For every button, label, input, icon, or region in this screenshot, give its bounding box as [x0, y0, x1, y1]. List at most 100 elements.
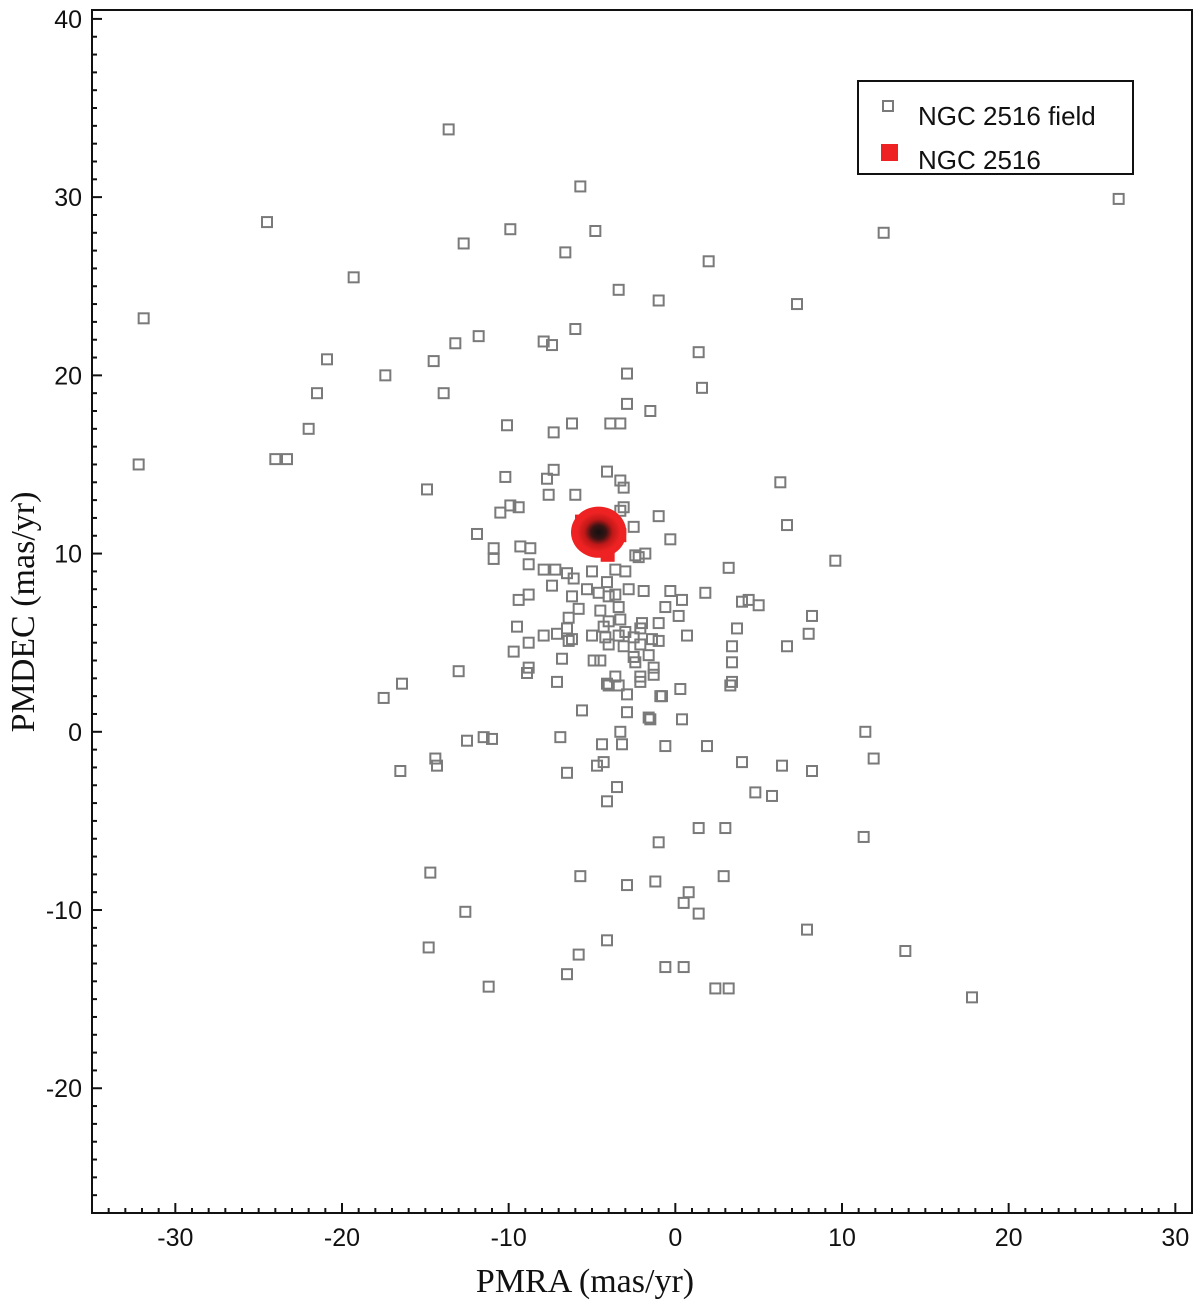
field-point [806, 765, 818, 778]
field-point [656, 690, 668, 703]
field-point [726, 675, 738, 688]
field-point [522, 558, 535, 571]
field-point [589, 224, 602, 237]
field-point [621, 688, 633, 701]
field-point [652, 836, 665, 849]
field-point [867, 752, 880, 765]
field-point [622, 583, 635, 596]
field-point [547, 463, 560, 476]
field-point [452, 665, 465, 678]
field-point [602, 679, 615, 692]
field-point [602, 638, 615, 651]
cluster-series [571, 506, 627, 562]
field-point [612, 601, 625, 614]
field-point [702, 255, 715, 268]
field-point [567, 572, 580, 585]
y-tick-label: 20 [54, 362, 82, 390]
field-point [719, 822, 732, 835]
field-point [499, 470, 512, 483]
field-point [542, 488, 555, 501]
field-point [311, 387, 323, 400]
field-point [806, 609, 818, 622]
y-axis-ticks: -20 -10 0 10 20 30 40 [46, 6, 102, 1214]
field-point [601, 795, 613, 808]
field-point [726, 656, 738, 669]
field-point [692, 907, 705, 920]
field-point [621, 397, 633, 410]
field-point [736, 756, 748, 769]
field-point [521, 666, 533, 679]
field-point [621, 706, 633, 719]
field-point [572, 602, 585, 615]
x-tick-label: 20 [995, 1224, 1023, 1252]
field-point [616, 738, 628, 751]
field-point [601, 677, 613, 690]
field-point [614, 504, 627, 517]
field-point [601, 576, 613, 589]
field-point [574, 870, 587, 883]
field-point [676, 593, 688, 606]
y-tick-label: 40 [54, 6, 82, 34]
y-tick-label: 10 [54, 541, 82, 569]
field-point [547, 426, 560, 439]
field-point [512, 593, 525, 606]
field-point [302, 422, 315, 435]
field-point [482, 980, 495, 993]
field-point [647, 668, 660, 681]
x-tick-label: -30 [157, 1224, 193, 1252]
field-point [601, 934, 613, 947]
field-point [537, 563, 550, 576]
field-point [619, 565, 632, 578]
field-point [504, 223, 517, 236]
field-point [602, 590, 615, 603]
field-point [561, 968, 573, 981]
field-point [829, 554, 842, 567]
plot-area [91, 9, 1193, 1214]
field-point [726, 640, 738, 653]
field-point [507, 645, 520, 658]
field-point [646, 633, 658, 646]
field-point [396, 677, 408, 690]
field-point [632, 551, 645, 564]
y-tick-label: 0 [68, 719, 82, 747]
field-point [639, 547, 652, 560]
field-point [774, 476, 787, 489]
y-tick-label: -10 [46, 897, 82, 925]
field-point [394, 765, 407, 778]
field-point [587, 654, 600, 667]
field-point [614, 725, 627, 738]
field-point [699, 586, 712, 599]
field-point [551, 627, 563, 640]
field-point [569, 488, 582, 501]
field-point [569, 323, 582, 336]
field-point [766, 789, 778, 802]
field-point [512, 501, 525, 514]
field-point [899, 945, 912, 958]
field-point [609, 670, 622, 683]
legend: NGC 2516 field NGC 2516 [857, 80, 1134, 175]
field-point [511, 620, 523, 633]
field-point [614, 474, 627, 487]
field-point [477, 731, 490, 744]
field-point [556, 652, 568, 665]
field-point [614, 417, 627, 430]
field-point [857, 830, 870, 843]
field-point [659, 740, 672, 753]
field-point [781, 519, 793, 532]
field-point [566, 633, 578, 646]
field-point [652, 294, 665, 307]
field-point [659, 601, 672, 614]
field-point [541, 472, 553, 485]
field-point [424, 866, 437, 879]
field-point [551, 675, 563, 688]
field-point [701, 740, 713, 753]
field-point [576, 704, 588, 717]
field-point [594, 654, 607, 667]
field-point [522, 636, 535, 649]
field-point [649, 875, 662, 888]
field-point [442, 123, 455, 136]
field-point [617, 481, 630, 494]
field-point [609, 588, 622, 601]
field-point [664, 533, 677, 546]
